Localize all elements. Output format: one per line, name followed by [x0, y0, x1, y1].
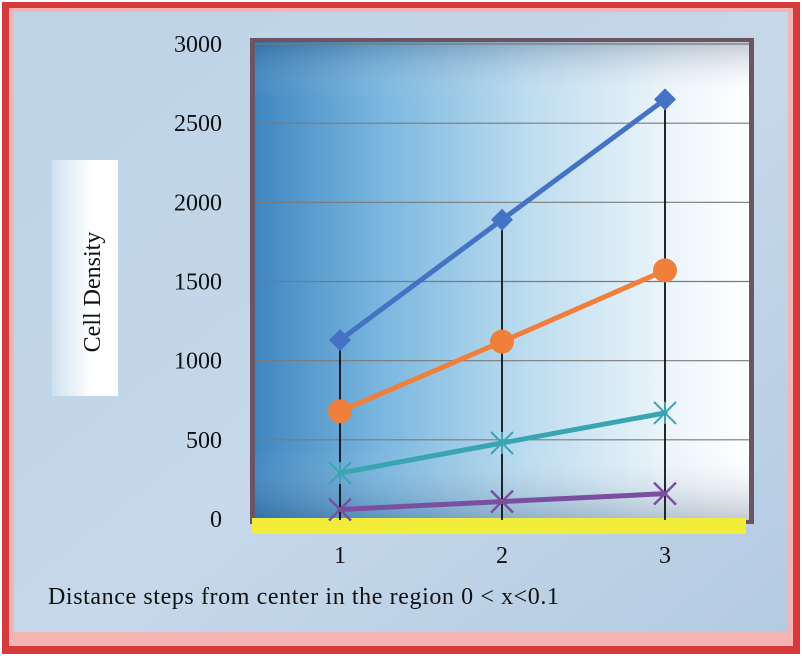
x-axis-label: Distance steps from center in the region… [48, 584, 560, 610]
data-point [490, 431, 514, 455]
y-tick-label: 2000 [174, 190, 222, 216]
y-axis-label-panel [52, 160, 118, 396]
y-tick-label: 1000 [174, 349, 222, 375]
series-1 [329, 88, 676, 352]
y-tick-label: 0 [210, 507, 222, 533]
x-tick-label: 1 [334, 543, 346, 569]
data-point [653, 258, 677, 283]
x-tick-label: 2 [496, 543, 508, 569]
data-point [328, 461, 352, 485]
x-tick-labels: 1 2 3 [334, 543, 671, 569]
data-point [329, 329, 351, 352]
data-point [490, 329, 514, 354]
y-tick-labels: 0 500 1000 1500 2000 2500 3000 [174, 32, 222, 533]
y-tick-label: 3000 [174, 32, 222, 58]
data-point [653, 481, 677, 506]
y-axis-label: Cell Density [80, 232, 106, 353]
y-tick-label: 1500 [174, 270, 222, 296]
data-point [491, 208, 513, 231]
data-point [490, 489, 514, 514]
data-point [328, 399, 352, 424]
series-3 [328, 401, 677, 485]
y-tick-label: 2500 [174, 111, 222, 137]
x-tick-label: 3 [659, 543, 671, 569]
data-point [654, 88, 676, 111]
drop-lines [339, 99, 666, 520]
series-4 [328, 481, 677, 522]
series-2 [328, 258, 677, 424]
y-tick-label: 500 [186, 428, 222, 454]
series-layer [328, 88, 677, 522]
x-axis-base-strip [252, 518, 746, 534]
data-point [653, 401, 677, 425]
data-point [328, 497, 352, 522]
